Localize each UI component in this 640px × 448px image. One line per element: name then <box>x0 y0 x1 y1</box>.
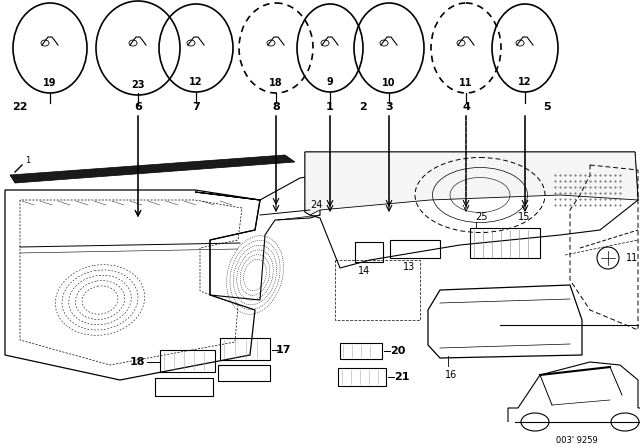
Text: 6: 6 <box>134 102 142 112</box>
Polygon shape <box>10 155 295 183</box>
Text: 14: 14 <box>358 266 371 276</box>
Text: 1: 1 <box>25 155 30 164</box>
Text: 20: 20 <box>390 346 405 356</box>
Text: 22: 22 <box>12 102 28 112</box>
Text: 12: 12 <box>189 77 203 87</box>
Text: 8: 8 <box>272 102 280 112</box>
Text: 12: 12 <box>518 77 532 87</box>
Text: 24: 24 <box>310 200 323 210</box>
Text: 13: 13 <box>403 262 415 272</box>
Text: 17: 17 <box>276 345 291 355</box>
Text: 3: 3 <box>385 102 393 112</box>
Text: 15: 15 <box>518 212 531 222</box>
Text: 11: 11 <box>626 253 638 263</box>
Text: 10: 10 <box>382 78 396 88</box>
Text: 4: 4 <box>462 102 470 112</box>
Text: 23: 23 <box>131 80 145 90</box>
Text: 18: 18 <box>129 357 145 367</box>
Text: 1: 1 <box>326 102 334 112</box>
Text: 7: 7 <box>192 102 200 112</box>
Text: 2: 2 <box>359 102 367 112</box>
Text: 11: 11 <box>460 78 473 88</box>
Text: 9: 9 <box>326 77 333 87</box>
Text: 18: 18 <box>269 78 283 88</box>
Text: 19: 19 <box>44 78 57 88</box>
Text: 5: 5 <box>543 102 551 112</box>
Text: 003' 9259: 003' 9259 <box>556 435 598 444</box>
Text: 21: 21 <box>394 372 410 382</box>
Text: 16: 16 <box>445 370 457 380</box>
Polygon shape <box>305 152 638 215</box>
Text: 25: 25 <box>475 212 488 222</box>
